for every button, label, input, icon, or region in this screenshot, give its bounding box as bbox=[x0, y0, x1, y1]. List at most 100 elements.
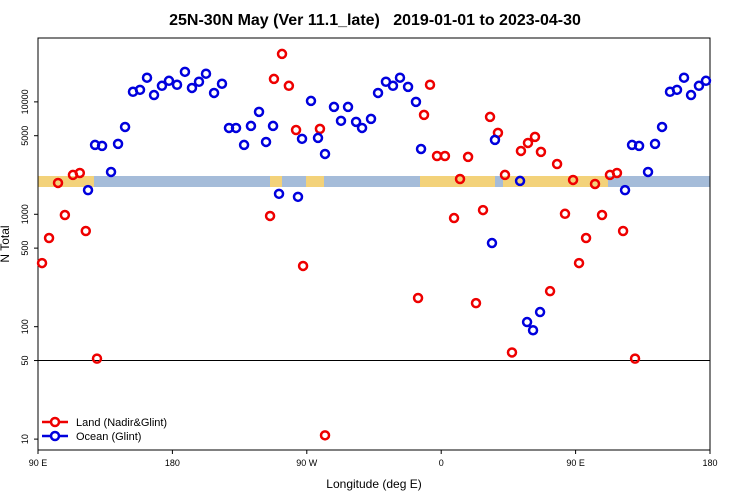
point bbox=[589, 178, 601, 190]
point bbox=[611, 167, 623, 179]
point bbox=[290, 124, 302, 136]
point bbox=[486, 237, 498, 249]
point bbox=[230, 122, 242, 134]
point bbox=[80, 225, 92, 237]
point bbox=[148, 89, 160, 101]
y-tick-label: 10000 bbox=[20, 89, 30, 114]
point bbox=[633, 140, 645, 152]
land-strip bbox=[503, 176, 608, 187]
point bbox=[462, 151, 474, 163]
point bbox=[671, 84, 683, 96]
point bbox=[506, 347, 518, 358]
point bbox=[521, 316, 533, 328]
point bbox=[350, 116, 362, 128]
point bbox=[489, 134, 501, 146]
x-tick-label: 90 W bbox=[296, 458, 318, 468]
point bbox=[477, 204, 489, 216]
point bbox=[319, 430, 331, 441]
point bbox=[656, 121, 668, 133]
point bbox=[82, 184, 94, 196]
point bbox=[412, 292, 424, 304]
point bbox=[96, 140, 108, 152]
point bbox=[200, 68, 212, 79]
point bbox=[238, 139, 250, 151]
point bbox=[216, 78, 228, 89]
point bbox=[296, 133, 308, 145]
land-strip bbox=[38, 176, 94, 187]
point bbox=[484, 111, 496, 123]
point bbox=[105, 166, 117, 178]
point bbox=[527, 324, 539, 336]
point bbox=[596, 209, 608, 221]
point bbox=[514, 175, 526, 187]
point bbox=[424, 79, 436, 91]
point bbox=[629, 353, 641, 364]
point bbox=[402, 81, 414, 93]
point bbox=[534, 306, 546, 318]
point bbox=[580, 232, 592, 244]
point bbox=[649, 138, 661, 150]
y-axis-label: N Total bbox=[0, 225, 12, 262]
point bbox=[642, 166, 654, 178]
legend-label: Ocean (Glint) bbox=[76, 431, 141, 443]
point bbox=[544, 285, 556, 297]
point bbox=[335, 115, 347, 127]
y-tick-label: 10 bbox=[20, 434, 30, 444]
point bbox=[617, 225, 629, 237]
point bbox=[112, 138, 124, 150]
point bbox=[454, 173, 466, 185]
point bbox=[52, 177, 64, 189]
y-tick-label: 1000 bbox=[20, 204, 30, 224]
point bbox=[193, 76, 205, 88]
x-axis-label: Longitude (deg E) bbox=[326, 477, 421, 491]
y-tick-label: 50 bbox=[20, 356, 30, 366]
point bbox=[415, 143, 427, 155]
point bbox=[74, 167, 86, 179]
point bbox=[567, 174, 579, 186]
x-tick-label: 90 E bbox=[566, 458, 585, 468]
point bbox=[529, 131, 541, 143]
ocean-strip bbox=[38, 176, 710, 187]
point bbox=[319, 148, 331, 160]
point bbox=[700, 75, 712, 87]
legend-marker bbox=[49, 416, 61, 428]
point bbox=[342, 101, 354, 113]
point bbox=[410, 96, 422, 108]
point bbox=[448, 212, 460, 224]
x-tick-label: 90 E bbox=[29, 458, 48, 468]
point bbox=[693, 80, 705, 92]
point bbox=[559, 208, 571, 220]
x-tick-label: 0 bbox=[439, 458, 444, 468]
point bbox=[208, 87, 220, 99]
point bbox=[59, 209, 71, 221]
point bbox=[573, 257, 585, 269]
point bbox=[551, 158, 563, 170]
point bbox=[163, 75, 175, 87]
point bbox=[260, 136, 272, 148]
point bbox=[356, 122, 368, 134]
point bbox=[297, 260, 309, 272]
point bbox=[499, 169, 511, 181]
point bbox=[312, 132, 324, 144]
point bbox=[273, 188, 285, 200]
point bbox=[292, 191, 304, 203]
point bbox=[685, 89, 697, 101]
point bbox=[268, 73, 280, 85]
land-strip bbox=[270, 176, 282, 187]
point bbox=[171, 79, 183, 91]
point bbox=[267, 120, 279, 132]
series bbox=[82, 66, 712, 336]
point bbox=[179, 66, 191, 78]
point bbox=[186, 82, 198, 94]
chart-title: 25N-30N May (Ver 11.1_late) 2019-01-01 t… bbox=[169, 12, 581, 29]
point bbox=[439, 150, 451, 162]
point bbox=[678, 72, 690, 83]
point bbox=[119, 121, 131, 133]
point bbox=[253, 106, 265, 118]
point bbox=[328, 101, 340, 113]
point bbox=[515, 145, 527, 157]
legend-marker bbox=[49, 430, 61, 442]
point bbox=[470, 297, 482, 309]
point bbox=[394, 72, 406, 83]
